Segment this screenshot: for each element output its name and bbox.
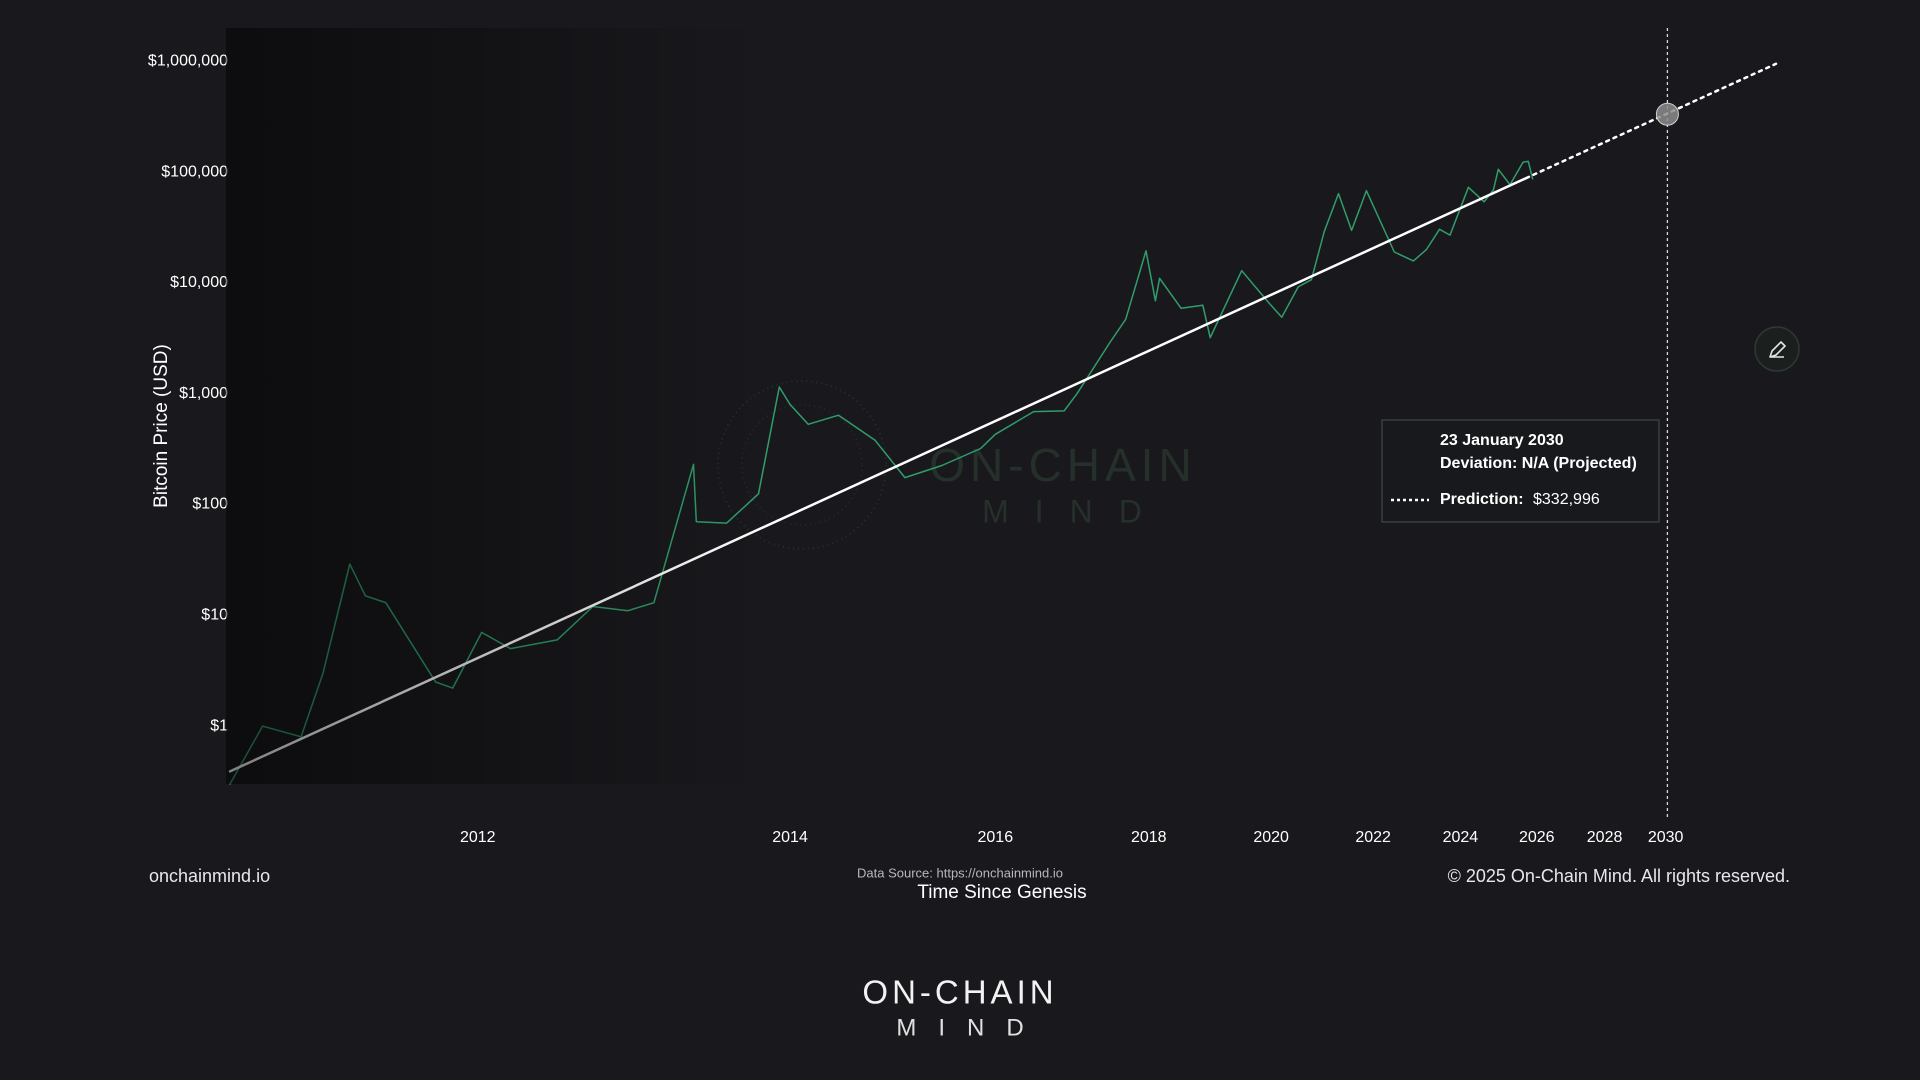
y-tick-label: $100,000: [161, 163, 228, 180]
watermark-globe: [741, 404, 863, 526]
x-tick-label: 2028: [1587, 829, 1623, 846]
x-tick-label: 2016: [978, 829, 1014, 846]
prediction-marker: [1655, 102, 1679, 126]
x-tick-label: 2012: [460, 829, 496, 846]
tooltip-line: Deviation: N/A (Projected): [1440, 455, 1637, 472]
tooltip-value: $332,996: [1533, 491, 1600, 508]
y-tick-label: $1: [210, 717, 228, 734]
y-tick-label: $1,000,000: [148, 53, 228, 70]
edit-button-bg[interactable]: [1754, 326, 1800, 372]
tooltip-label: Prediction:: [1440, 491, 1524, 508]
series-line: [1524, 62, 1778, 180]
x-tick-label: 2030: [1648, 829, 1684, 846]
watermark-globe: [717, 380, 887, 550]
edit-icon[interactable]: [1769, 341, 1786, 358]
data-source: Data Source: https://onchainmind.io: [857, 865, 1063, 880]
tooltip-box: [1381, 419, 1660, 523]
tooltip-title: 23 January 2030: [1440, 432, 1564, 449]
x-tick-label: 2014: [772, 829, 808, 846]
x-tick-label: 2024: [1443, 829, 1479, 846]
y-axis-label: Bitcoin Price (USD): [151, 344, 172, 508]
x-tick-label: 2020: [1253, 829, 1289, 846]
x-axis-label: Time Since Genesis: [917, 882, 1086, 903]
watermark: ON-CHAIN MIND: [717, 380, 1196, 550]
watermark-text: MIND: [982, 493, 1168, 529]
fade-overlay: [226, 28, 768, 784]
y-tick-label: $100: [192, 496, 228, 513]
logo-text: ON-CHAIN: [862, 974, 1057, 1011]
tooltip: 23 January 2030 Deviation: N/A (Projecte…: [1381, 419, 1660, 523]
y-tick-label: $1,000: [179, 385, 228, 402]
y-tick-label: $10,000: [170, 274, 228, 291]
y-tick-label: $10: [201, 607, 228, 624]
logo-text: MIND: [896, 1014, 1045, 1041]
edit-button[interactable]: [1754, 326, 1800, 372]
x-tick-label: 2022: [1355, 829, 1391, 846]
x-tick-label: 2018: [1131, 829, 1167, 846]
site-link: onchainmind.io: [149, 866, 270, 886]
x-tick-label: 2026: [1519, 829, 1555, 846]
copyright: © 2025 On-Chain Mind. All rights reserve…: [1448, 866, 1790, 886]
plot-area: $1,000,000 $100,000 $10,000 $1,000 $100 $10 $1…: [148, 28, 1778, 846]
watermark-text: ON-CHAIN: [929, 439, 1196, 491]
